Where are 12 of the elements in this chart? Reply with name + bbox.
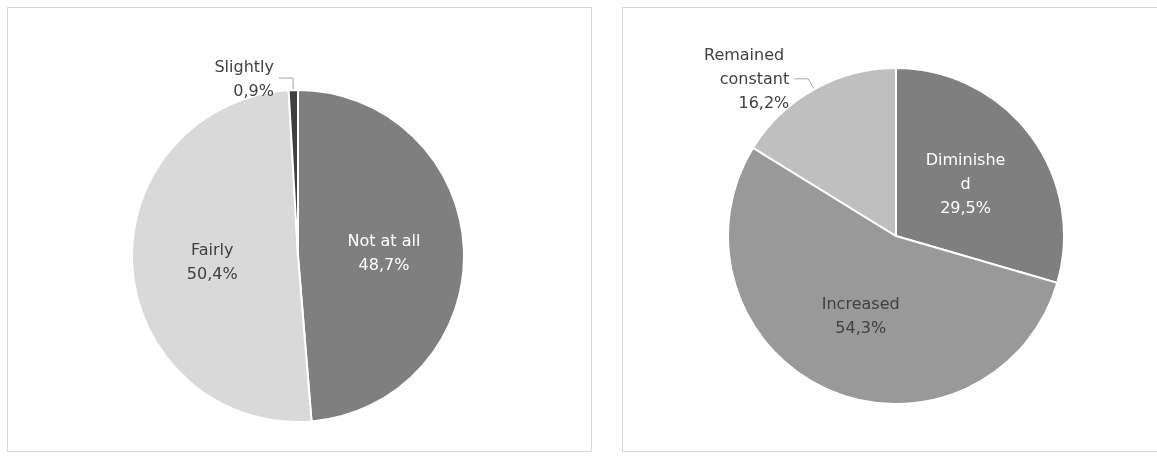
data-label: 16,2% [738,93,790,113]
data-label: 0,9% [233,80,274,100]
slice-label: Increased [821,294,900,314]
data-label: 29,5% [940,198,991,218]
slice-label: Slightly [214,56,274,76]
data-label: 50,4% [186,264,238,284]
slice-label: Fairly [190,240,234,260]
data-label: 54,3% [835,318,887,338]
slice-label: Not at all [347,230,421,250]
data-label: 48,7% [358,254,410,274]
slice-label: Remained constant [703,45,790,89]
slice-label: Diminished [925,150,1006,194]
